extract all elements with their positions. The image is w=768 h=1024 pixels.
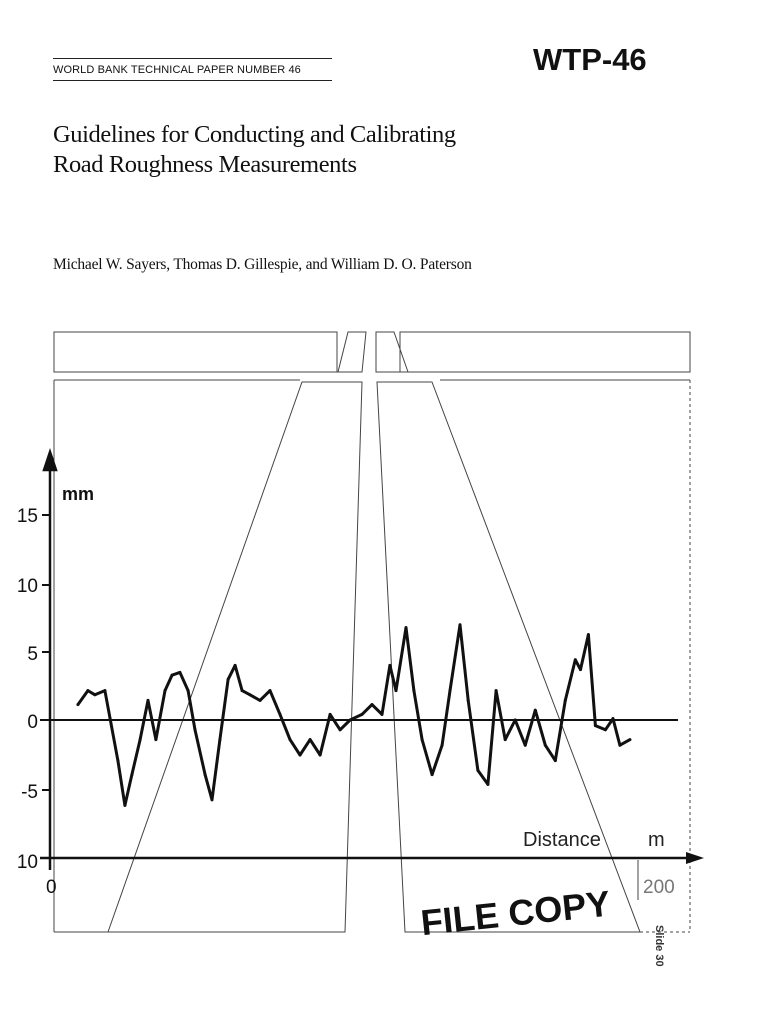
slide-label: Slide 30: [653, 925, 665, 967]
profile-point: [93, 693, 97, 697]
profile-point: [380, 712, 384, 716]
profile-point: [163, 689, 167, 693]
profile-point: [563, 698, 567, 702]
road-panel-left: [53, 331, 338, 373]
profile-point: [146, 698, 150, 702]
document-title: Guidelines for Conducting and Calibratin…: [53, 120, 456, 180]
profile-point: [268, 689, 272, 693]
profile-point: [218, 738, 222, 742]
profile-point: [611, 717, 615, 721]
profile-point: [370, 703, 374, 707]
profile-point: [186, 689, 190, 693]
profile-point: [308, 738, 312, 742]
profile-points: [76, 623, 632, 807]
y-tick-label: 10: [17, 576, 38, 597]
series-label: WORLD BANK TECHNICAL PAPER NUMBER 46: [53, 58, 332, 81]
profile-point: [130, 773, 134, 777]
y-unit-label: mm: [62, 484, 94, 504]
lane-mark: [107, 381, 363, 933]
y-tick-labels: 15 10 5 0 -5 10: [17, 506, 50, 873]
profile-point: [328, 712, 332, 716]
profile-point: [298, 753, 302, 757]
y-tick-label: 0: [27, 712, 38, 733]
profile-point: [513, 718, 517, 722]
profile-point: [240, 689, 244, 693]
y-tick-label: 10: [17, 852, 38, 873]
profile-point: [533, 708, 537, 712]
profile-point: [458, 623, 462, 627]
title-line: Guidelines for Conducting and Calibratin…: [53, 121, 456, 148]
lane-mark: [375, 331, 409, 373]
profile-point: [440, 743, 444, 747]
profile-point: [553, 759, 557, 763]
profile-point: [586, 633, 590, 637]
profile-point: [388, 663, 392, 667]
profile-point: [210, 798, 214, 802]
x-tick-label: 200: [643, 877, 675, 898]
profile-point: [103, 689, 107, 693]
profile-point: [108, 717, 112, 721]
profile-point: [503, 738, 507, 742]
profile-point: [618, 743, 622, 747]
profile-point: [494, 689, 498, 693]
x-axis-unit: m: [648, 829, 665, 851]
profile-point: [466, 698, 470, 702]
profile-point: [476, 768, 480, 772]
profile-point: [420, 738, 424, 742]
roughness-profile-line: [76, 623, 631, 807]
profile-point: [288, 738, 292, 742]
report-code: WTP-46: [533, 42, 647, 77]
profile-point: [603, 728, 607, 732]
profile-point: [486, 782, 490, 786]
profile-point: [628, 738, 632, 742]
arrow-up-icon: [42, 448, 58, 472]
y-tick-label: 15: [17, 506, 38, 527]
profile-point: [170, 673, 174, 677]
profile-point: [412, 689, 416, 693]
road-panel-right: [399, 331, 691, 373]
profile-point: [76, 703, 80, 707]
profile-point: [154, 738, 158, 742]
profile-point: [578, 668, 582, 672]
authors: Michael W. Sayers, Thomas D. Gillespie, …: [53, 256, 472, 273]
profile-point: [543, 743, 547, 747]
profile-point: [226, 677, 230, 681]
y-axis: [42, 448, 58, 870]
profile-point: [123, 803, 127, 807]
x-axis: [40, 719, 704, 864]
title-line: Road Roughness Measurements: [53, 151, 357, 178]
profile-point: [430, 773, 434, 777]
profile-point: [404, 626, 408, 630]
x-tick-label: 0: [46, 877, 57, 898]
profile-point: [278, 712, 282, 716]
profile-point: [233, 663, 237, 667]
profile-point: [318, 753, 322, 757]
profile-point: [248, 693, 252, 697]
profile-point: [138, 738, 142, 742]
profile-point: [360, 712, 364, 716]
profile-point: [86, 689, 90, 693]
profile-point: [348, 718, 352, 722]
profile-point: [116, 759, 120, 763]
lane-mark: [337, 331, 367, 373]
y-tick-label: 5: [27, 644, 38, 665]
profile-point: [523, 743, 527, 747]
profile-point: [593, 724, 597, 728]
profile-point: [203, 773, 207, 777]
x-axis-label: Distance: [523, 829, 601, 851]
profile-point: [573, 658, 577, 662]
profile-point: [338, 728, 342, 732]
file-copy-stamp: FILE COPY: [419, 883, 612, 944]
profile-point: [178, 670, 182, 674]
arrow-right-icon: [686, 852, 704, 864]
road-perspective-illustration: [53, 331, 691, 933]
profile-point: [394, 689, 398, 693]
profile-point: [258, 698, 262, 702]
y-tick-label: -5: [21, 782, 38, 803]
profile-point: [193, 728, 197, 732]
profile-point: [448, 689, 452, 693]
